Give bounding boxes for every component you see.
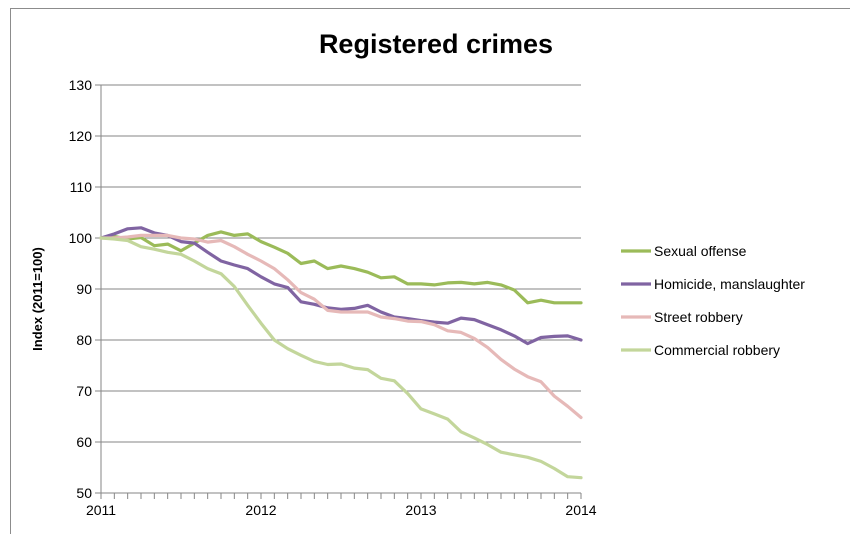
- y-tick-label: 120: [69, 128, 93, 144]
- legend-label: Homicide, manslaughter: [654, 276, 805, 292]
- legend-label: Commercial robbery: [654, 342, 780, 358]
- legend-label: Sexual offense: [654, 243, 747, 259]
- y-tick-label: 110: [70, 179, 93, 195]
- x-tick-label: 2012: [245, 502, 276, 518]
- series-line-homicide-manslaughter: [99, 226, 583, 346]
- chart-title: Registered crimes: [319, 29, 553, 59]
- line-chart: Registered crimes 50 60 70 80 90 100 110 120 130…: [30, 29, 805, 518]
- y-tick-label: 50: [76, 485, 92, 501]
- gridlines: [101, 84, 581, 443]
- y-tick-label: 90: [76, 281, 92, 297]
- series-line-street-robbery: [99, 233, 583, 420]
- series-line-commercial-robbery: [99, 236, 583, 480]
- y-tick-label: 100: [69, 230, 93, 246]
- axes: [95, 84, 582, 499]
- x-tick-label: 2014: [565, 502, 596, 518]
- series-line-sexual-offense: [99, 230, 583, 305]
- legend: Sexual offense Homicide, manslaughter Stre…: [621, 243, 805, 358]
- tick-labels: 50 60 70 80 90 100 110 120 130 2011 2012 2013 2014: [69, 77, 597, 518]
- series-lines: [99, 226, 583, 480]
- y-axis-label: Index (2011=100): [30, 247, 45, 351]
- chart-frame: Registered crimes 50 60 70 80 90 100 110 120 130…: [10, 8, 850, 534]
- x-tick-label: 2011: [86, 502, 116, 518]
- y-tick-label: 130: [69, 77, 93, 93]
- y-tick-label: 80: [76, 332, 92, 348]
- y-tick-label: 60: [76, 434, 92, 450]
- legend-label: Street robbery: [654, 309, 743, 325]
- y-tick-label: 70: [76, 383, 92, 399]
- x-tick-label: 2013: [405, 502, 436, 518]
